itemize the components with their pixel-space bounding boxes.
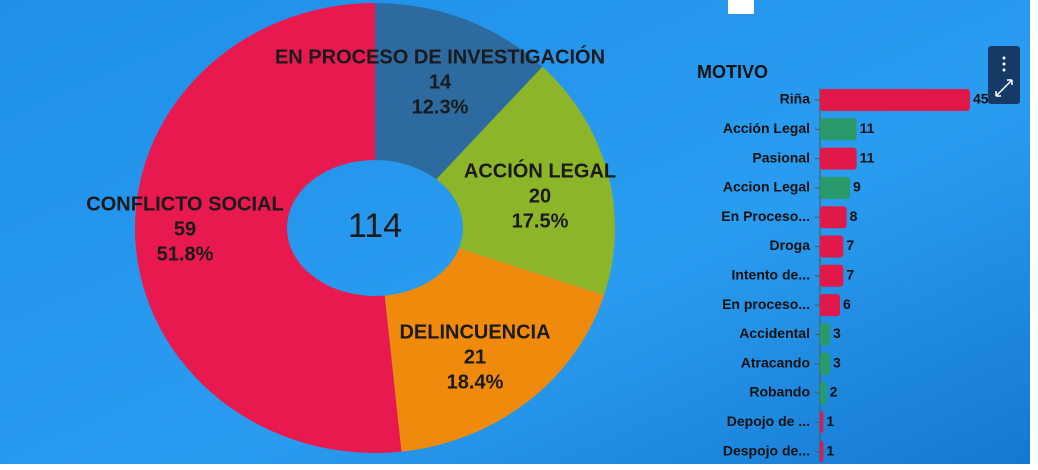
bar — [820, 264, 844, 287]
donut-slice — [375, 3, 543, 180]
bar — [820, 294, 840, 317]
donut-total: 114 — [348, 207, 402, 245]
menu-dot — [1002, 68, 1006, 72]
menu-dot — [1002, 56, 1006, 60]
bar — [820, 382, 827, 404]
y-tick-label: Despojo de... — [723, 442, 810, 458]
slice-value: 14 — [429, 71, 452, 93]
y-tick-label: Accidental — [739, 325, 810, 341]
donut-slice — [384, 248, 605, 452]
slice-label: CONFLICTO SOCIAL — [86, 193, 283, 215]
menu-button[interactable] — [988, 46, 1020, 104]
donut-slice — [436, 66, 615, 296]
bar-value-label: 2 — [830, 384, 838, 400]
y-tick-label: Droga — [770, 237, 811, 253]
bar-value-label: 11 — [860, 120, 875, 136]
bar — [820, 206, 847, 229]
bar — [820, 323, 830, 346]
y-tick-label: Accion Legal — [723, 179, 810, 195]
bar — [820, 176, 850, 199]
expand-icon[interactable] — [728, 0, 754, 14]
fullscreen-icon — [995, 79, 1013, 97]
slice-percent: 18.4% — [447, 371, 504, 393]
slice-percent: 51.8% — [157, 243, 214, 265]
slice-label: EN PROCESO DE INVESTIGACIÓN — [275, 44, 605, 68]
y-tick-label: Robando — [749, 384, 810, 400]
bar-value-label: 1 — [826, 442, 834, 458]
bar-value-label: 8 — [850, 208, 858, 224]
y-tick-label: Depojo de ... — [727, 413, 810, 429]
bar — [820, 235, 844, 258]
slice-value: 59 — [174, 218, 196, 240]
donut-chart: EN PROCESO DE INVESTIGACIÓN 14 12.3% ACCIÓN… — [86, 3, 616, 453]
bar — [820, 147, 857, 170]
bar — [820, 89, 970, 111]
bar-value-label: 45 — [973, 91, 989, 107]
bar-value-label: 9 — [853, 179, 861, 195]
slice-value: 20 — [529, 185, 551, 207]
y-tick-label: Pasional — [752, 149, 810, 165]
bar-value-label: 7 — [846, 237, 854, 253]
y-tick-label: Atracando — [741, 354, 810, 370]
bar-value-label: 1 — [826, 413, 834, 429]
y-tick-label: Intento de... — [731, 267, 810, 283]
y-tick-label: En Proceso... — [721, 208, 810, 224]
y-tick-label: Acción Legal — [723, 120, 810, 136]
bar — [820, 411, 824, 434]
y-tick-label: En proceso... — [722, 296, 810, 312]
bar — [820, 118, 857, 141]
bar — [820, 440, 824, 463]
bar-value-label: 7 — [846, 267, 854, 283]
bar-value-label: 3 — [833, 354, 841, 370]
y-tick-label: Riña — [780, 91, 811, 107]
bar — [820, 352, 830, 375]
slice-label: ACCIÓN LEGAL — [464, 158, 616, 182]
bar-value-label: 3 — [833, 325, 841, 341]
bar-title: MOTIVO — [697, 62, 768, 82]
bar-value-label: 6 — [843, 296, 851, 312]
slice-value: 21 — [464, 346, 486, 368]
slice-label: DELINCUENCIA — [399, 321, 550, 343]
bar-value-label: 11 — [860, 149, 875, 165]
slice-percent: 12.3% — [412, 96, 469, 118]
slice-percent: 17.5% — [512, 210, 569, 232]
menu-dot — [1002, 62, 1006, 66]
donut-slice — [135, 3, 402, 453]
